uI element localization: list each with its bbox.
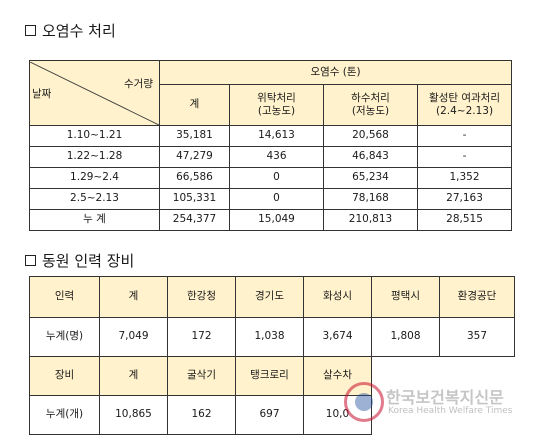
- watermark-logo-icon: [344, 382, 384, 422]
- checkbox-square-icon: [25, 255, 36, 266]
- group-header: 오염수 (톤): [158, 60, 513, 85]
- column-header-total: 계: [159, 84, 230, 126]
- equipment-row: 누계(개) 10,865 162 697 10,0: [29, 395, 515, 435]
- checkbox-square-icon: [25, 25, 36, 36]
- table-row: 1.29~2.4 66,586 0 65,234 1,352: [29, 167, 513, 189]
- section-heading-mobilization: 동원 인력 장비: [25, 250, 134, 271]
- column-header-consigned: 위탁처리 (고농도): [229, 84, 324, 126]
- diagonal-header-cell: 수거량 날짜: [29, 60, 160, 126]
- personnel-header-row: 인력 계 한강청 경기도 화성시 평택시 환경공단: [29, 276, 515, 318]
- mobilization-table: 인력 계 한강청 경기도 화성시 평택시 환경공단 누계(명) 7,049 17…: [29, 276, 515, 435]
- header-collected-amount: 수거량: [124, 77, 153, 90]
- table-row: 2.5~2.13 105,331 0 78,168 27,163: [29, 188, 513, 210]
- total-row: 누 계 254,377 15,049 210,813 28,515: [29, 209, 513, 231]
- table-row: 1.10~1.21 35,181 14,613 20,568-: [29, 125, 513, 147]
- section-heading-wastewater: 오염수 처리: [25, 20, 116, 41]
- column-header-activated-carbon: 활성탄 여과처리 (2.4~2.13): [416, 84, 513, 126]
- watermark-english: Korea Health Welfare Times: [388, 406, 513, 416]
- section-title: 동원 인력 장비: [42, 252, 135, 270]
- section-title: 오염수 처리: [42, 22, 116, 40]
- blank-area: [371, 356, 515, 435]
- header-date: 날짜: [32, 88, 52, 101]
- table-row: 1.22~1.28 47,279 436 46,843-: [29, 146, 513, 168]
- diagonal-line: [30, 61, 159, 125]
- watermark-korean: 한국보건복지신문: [386, 388, 504, 407]
- personnel-row: 누계(명) 7,049 172 1,038 3,674 1,808 357: [29, 317, 515, 357]
- column-header-sewage: 하수처리 (저농도): [323, 84, 418, 126]
- watermark: 한국보건복지신문 Korea Health Welfare Times: [340, 378, 520, 428]
- wastewater-table: 수거량 날짜 오염수 (톤) 계 위탁처리 (고농도) 하수처리 (저농도) 활성탄…: [29, 60, 513, 231]
